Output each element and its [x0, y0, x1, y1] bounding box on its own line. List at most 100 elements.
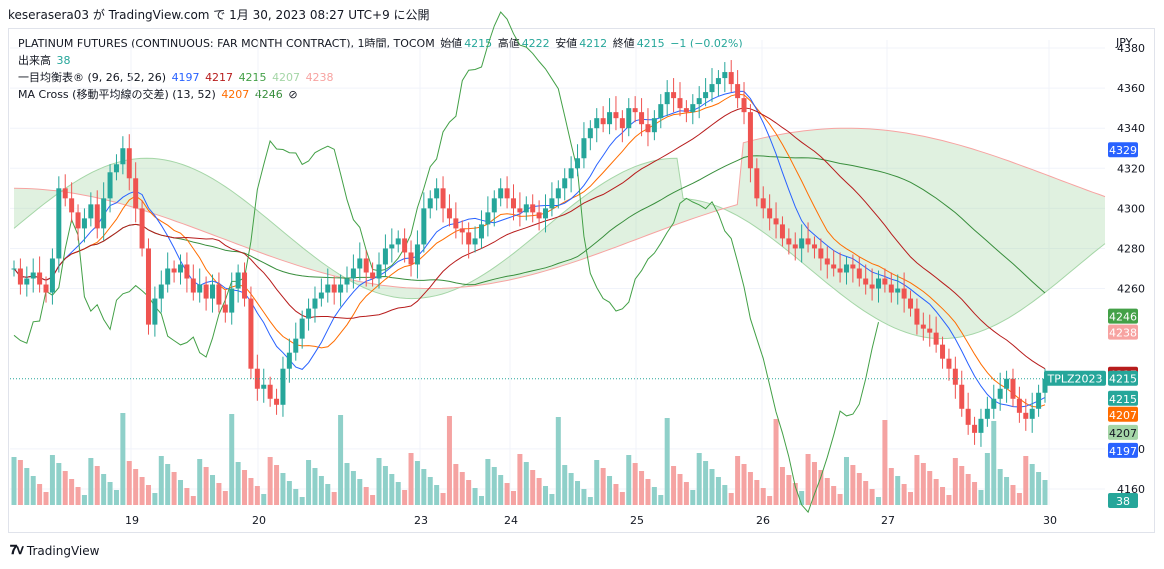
candle-body — [274, 398, 280, 405]
ichimoku-legend[interactable]: 一目均衡表® (9, 26, 52, 26) 4197 4217 4215 42… — [18, 69, 336, 85]
volume-bar — [626, 455, 632, 505]
y-tick-label: 4320 — [1117, 162, 1145, 175]
volume-bar — [709, 469, 715, 505]
volume-bar — [306, 460, 312, 505]
volume-bar — [325, 484, 331, 505]
candle-body — [466, 232, 472, 245]
volume-bar — [62, 471, 68, 505]
volume-bar — [754, 480, 760, 505]
candle-body — [856, 268, 862, 279]
volume-bar — [421, 469, 427, 505]
candle-body — [920, 324, 926, 329]
candle-body — [101, 198, 107, 229]
x-tick-label: 30 — [1043, 514, 1057, 527]
volume-label: 出来高 — [18, 54, 51, 67]
volume-bar — [908, 492, 914, 505]
volume-legend: 出来高 38 — [18, 52, 73, 68]
volume-bar — [293, 489, 299, 505]
candle-body — [133, 178, 139, 209]
volume-bar — [248, 478, 254, 505]
candle-body — [293, 338, 299, 353]
volume-bar — [504, 483, 510, 505]
volume-bar — [856, 473, 862, 505]
candle-body — [837, 268, 843, 273]
volume-bar — [607, 476, 613, 505]
volume-bar — [113, 490, 119, 505]
volume-bar — [1023, 456, 1029, 505]
candle-body — [901, 288, 907, 299]
volume-bar — [261, 494, 267, 505]
candle-body — [767, 208, 773, 219]
volume-bar — [703, 461, 709, 505]
volume-bar — [927, 471, 933, 505]
kijun-value: 4217 — [205, 71, 234, 84]
volume-bar — [901, 484, 907, 505]
candle-body — [453, 218, 459, 229]
candle-body — [126, 148, 132, 179]
volume-bar — [869, 489, 875, 505]
price-label: 4207 — [1109, 409, 1137, 422]
volume-bar — [1010, 485, 1016, 505]
candle-body — [594, 118, 600, 129]
volume-bar — [81, 495, 87, 505]
candle-body — [318, 292, 324, 299]
currency-label: JPY — [1116, 36, 1133, 49]
volume-bar — [722, 485, 728, 505]
volume-bar — [363, 487, 369, 505]
volume-bar — [978, 490, 984, 505]
volume-bar — [651, 487, 657, 505]
volume-bar — [139, 477, 145, 505]
candle-body — [229, 288, 235, 313]
volume-bar — [338, 415, 344, 505]
hidden-icon[interactable]: ⊘ — [288, 88, 298, 101]
candle-body — [177, 264, 183, 273]
candle-body — [850, 264, 856, 269]
candle-body — [24, 278, 30, 285]
span-b-value: 4238 — [305, 71, 334, 84]
tradingview-logo-icon[interactable]: 𝟕𝗏 — [10, 543, 24, 558]
volume-bar — [1036, 472, 1042, 505]
candle-body — [543, 208, 549, 219]
volume-bar — [299, 497, 305, 505]
candle-body — [972, 424, 978, 433]
volume-bar — [965, 474, 971, 505]
x-tick-label: 20 — [252, 514, 266, 527]
volume-bar — [959, 466, 965, 505]
volume-bar — [357, 479, 363, 505]
volume-bar — [318, 476, 324, 505]
candle-body — [357, 258, 363, 269]
price-label-box — [1108, 324, 1138, 340]
candle-body — [888, 284, 894, 293]
candle-body — [747, 112, 753, 169]
candle-body — [414, 244, 420, 265]
symbol-legend: PLATINUM FUTURES (CONTINUOUS: FAR MONTH … — [18, 35, 745, 51]
volume-bar — [69, 479, 75, 505]
change-value: −1 (−0.02%) — [670, 37, 743, 50]
y-tick-label: 4160 — [1117, 483, 1145, 496]
ma-cross-legend[interactable]: MA Cross (移動平均線の交差) (13, 52) 4207 4246 ⊘ — [18, 86, 300, 102]
candle-body — [145, 248, 151, 325]
volume-bar — [107, 482, 113, 505]
y-tick-label: 4260 — [1117, 283, 1145, 296]
volume-bar — [133, 469, 139, 505]
candle-body — [908, 298, 914, 309]
candle-body — [722, 72, 728, 79]
volume-bar — [895, 476, 901, 505]
volume-bar — [786, 475, 792, 505]
symbol-name: PLATINUM FUTURES (CONTINUOUS: FAR MONTH … — [18, 37, 435, 50]
candle-body — [49, 258, 55, 293]
volume-bar — [876, 497, 882, 505]
candle-body — [869, 284, 875, 289]
volume-bar — [850, 465, 856, 505]
ma-cross-label: MA Cross (移動平均線の交差) (13, 52) — [18, 88, 216, 101]
footer-brand[interactable]: TradingView — [26, 543, 100, 558]
volume-bar — [286, 481, 292, 505]
candle-body — [222, 304, 228, 313]
volume-bar — [510, 491, 516, 505]
volume-bar — [920, 463, 926, 505]
volume-bar — [446, 416, 452, 505]
span-a-value: 4207 — [272, 71, 301, 84]
candle-body — [607, 112, 613, 125]
volume-bar — [11, 457, 17, 505]
